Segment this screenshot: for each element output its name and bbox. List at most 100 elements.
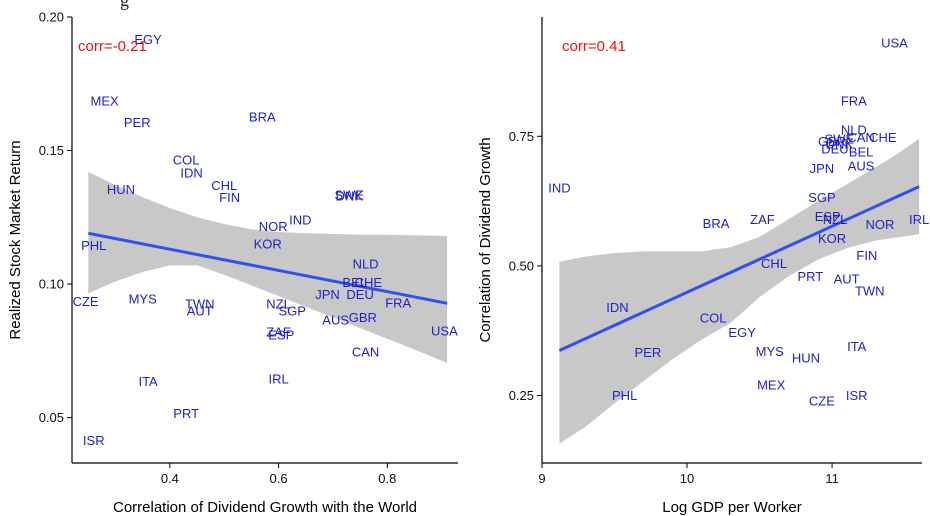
point-label-irl: IRL	[268, 371, 288, 386]
point-label-twn: TWN	[855, 283, 885, 298]
point-label-fin: FIN	[219, 190, 240, 205]
point-label-bel: BEL	[849, 144, 874, 159]
point-label-swe: SWE	[825, 131, 855, 146]
y-tick-label: 0.50	[509, 258, 534, 273]
point-label-col: COL	[173, 152, 200, 167]
point-label-aus: AUS	[848, 158, 875, 173]
point-label-jpn: JPN	[810, 161, 835, 176]
point-label-esp: ESP	[268, 327, 294, 342]
y-tick-label: 0.15	[39, 143, 64, 158]
y-axis-label: Correlation of Dividend Growth	[477, 137, 494, 342]
point-label-dnk: DNK	[336, 188, 364, 203]
point-label-nzl: NZL	[266, 297, 291, 312]
point-label-ind: IND	[289, 212, 311, 227]
point-label-esp: ESP	[815, 209, 841, 224]
point-label-per: PER	[635, 345, 662, 360]
point-label-phl: PHL	[81, 238, 106, 253]
chart-panel-1: 0.4 0.6 0.8 0.05 0.10 0.15 0.20 Correlation of …	[7, 10, 458, 516]
point-label-zaf: ZAF	[266, 325, 291, 340]
point-label-prt: PRT	[797, 269, 823, 284]
point-label-egy: EGY	[728, 325, 756, 340]
point-label-phl: PHL	[612, 388, 637, 403]
page-title: g	[120, 0, 129, 10]
point-label-fra: FRA	[841, 94, 867, 109]
point-label-bel: BEL	[342, 275, 367, 290]
point-label-aus: AUS	[322, 313, 349, 328]
y-tick-label: 0.25	[509, 388, 534, 403]
point-label-nor: NOR	[259, 219, 288, 234]
chart-panel-2: 9 10 11 0.25 0.50 0.75 Log GDP per Worker Corre…	[477, 17, 929, 516]
point-label-mys: MYS	[129, 291, 158, 306]
y-tick-label: 0.75	[509, 129, 534, 144]
point-label-egy: EGY	[134, 32, 162, 47]
point-label-isr: ISR	[83, 433, 105, 448]
point-label-deu: DEU	[821, 142, 848, 157]
y-axis-label: Realized Stock Market Return	[7, 140, 24, 339]
point-label-mex: MEX	[91, 94, 120, 109]
point-label-deu: DEU	[346, 287, 373, 302]
correlation-annotation: corr=-0.21	[78, 38, 147, 55]
point-label-kor: KOR	[254, 237, 282, 252]
point-label-chl: CHL	[211, 178, 237, 193]
point-label-gbr: GBR	[818, 134, 846, 149]
correlation-annotation: corr=0.41	[562, 38, 626, 55]
point-label-sgp: SGP	[808, 190, 835, 205]
point-label-sgp: SGP	[278, 303, 305, 318]
point-label-nld: NLD	[353, 257, 379, 272]
point-label-jpn: JPN	[315, 287, 340, 302]
point-label-nzl: NZL	[823, 212, 848, 227]
point-label-idn: IDN	[606, 300, 628, 315]
regression-line	[88, 231, 448, 305]
x-axis-label: Correlation of Dividend Growth with the …	[113, 499, 417, 516]
y-tick-label: 0.10	[39, 277, 64, 292]
point-label-aut: AUT	[187, 303, 213, 318]
point-label-mys: MYS	[756, 344, 785, 359]
point-label-idn: IDN	[180, 166, 202, 181]
point-label-can: CAN	[352, 345, 379, 360]
point-label-dnk: DNK	[826, 137, 854, 152]
point-label-bra: BRA	[703, 216, 730, 231]
x-tick-label: 11	[825, 471, 839, 486]
x-tick-label: 0.8	[378, 471, 396, 486]
point-label-chl: CHL	[761, 256, 787, 271]
y-tick-label: 0.05	[39, 410, 64, 425]
x-tick-label: 10	[680, 471, 694, 486]
y-tick-label: 0.20	[39, 10, 64, 25]
point-label-ita: ITA	[847, 339, 867, 354]
point-label-che: CHE	[355, 275, 383, 290]
point-label-irl: IRL	[909, 212, 929, 227]
point-label-kor: KOR	[818, 231, 846, 246]
confidence-band	[559, 138, 920, 444]
point-label-nld: NLD	[841, 123, 867, 138]
point-label-fra: FRA	[385, 295, 411, 310]
point-label-mex: MEX	[757, 378, 786, 393]
point-label-ita: ITA	[138, 374, 158, 389]
point-label-usa: USA	[431, 323, 458, 338]
point-label-swe: SWE	[334, 188, 364, 203]
x-tick-label: 0.6	[270, 471, 288, 486]
point-label-zaf: ZAF	[750, 212, 775, 227]
point-label-che: CHE	[869, 130, 897, 145]
point-label-ind: IND	[548, 181, 570, 196]
x-tick-label: 0.4	[161, 471, 179, 486]
point-label-per: PER	[124, 115, 151, 130]
point-label-twn: TWN	[185, 297, 215, 312]
regression-line	[558, 185, 920, 352]
point-label-col: COL	[700, 310, 727, 325]
point-label-bra: BRA	[249, 110, 276, 125]
point-label-usa: USA	[881, 35, 908, 50]
point-label-hun: HUN	[107, 182, 135, 197]
point-label-fin: FIN	[856, 248, 877, 263]
x-axis-label: Log GDP per Worker	[662, 499, 802, 516]
point-label-hun: HUN	[792, 351, 820, 366]
point-label-can: CAN	[847, 130, 874, 145]
point-label-cze: CZE	[73, 294, 99, 309]
point-label-isr: ISR	[846, 388, 868, 403]
point-label-prt: PRT	[173, 406, 199, 421]
point-label-nor: NOR	[865, 217, 894, 232]
x-tick-label: 9	[538, 471, 545, 486]
point-label-aut: AUT	[834, 271, 860, 286]
point-label-cze: CZE	[809, 393, 835, 408]
point-label-gbr: GBR	[349, 310, 377, 325]
